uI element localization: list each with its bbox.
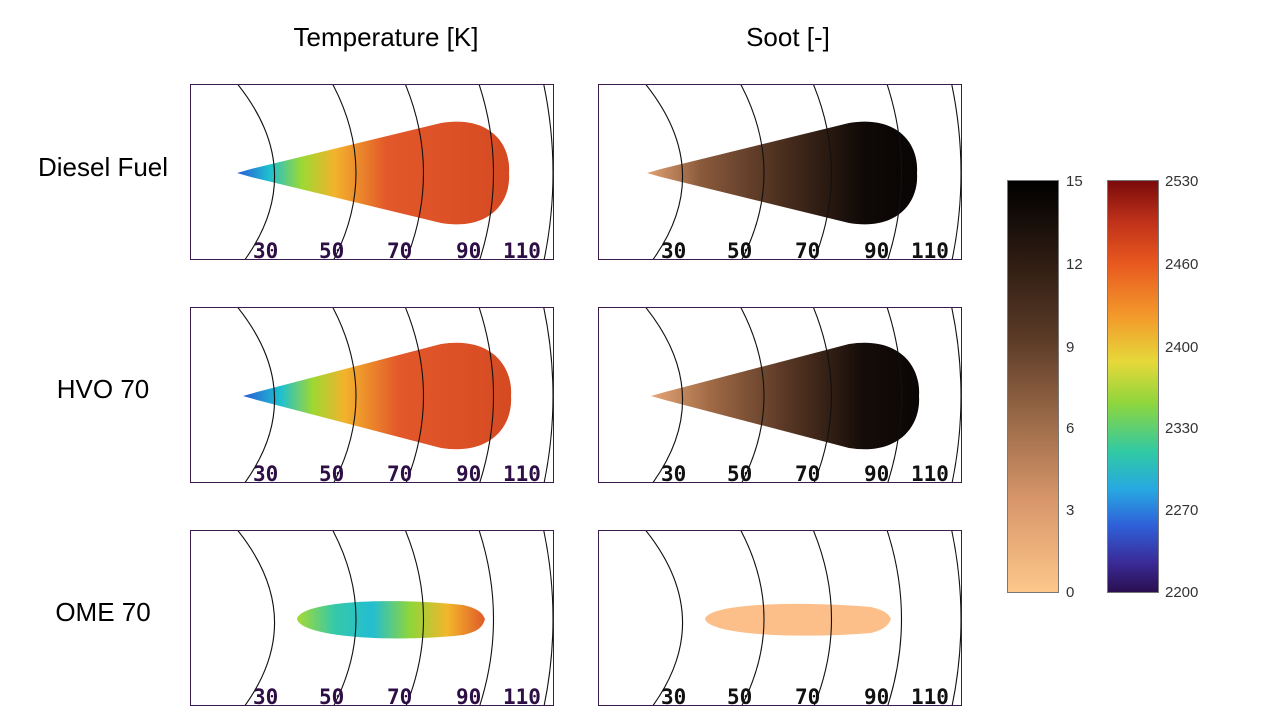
temperature-diesel-axis-label-30: 30 bbox=[253, 239, 278, 260]
temperature-ome70-axis-label-50: 50 bbox=[319, 685, 344, 706]
soot-hvo70-axis-label-30: 30 bbox=[661, 462, 686, 483]
temperature-panel-hvo70: 30 50 70 90 110 bbox=[190, 307, 554, 483]
soot-diesel-axis-label-50: 50 bbox=[727, 239, 752, 260]
soot-panel-diesel: 30 50 70 90 110 bbox=[598, 84, 962, 260]
temperature-colorbar-tick-2530: 2530 bbox=[1165, 173, 1199, 190]
soot-colorbar-tick-15: 15 bbox=[1066, 173, 1083, 190]
soot-colorbar bbox=[1007, 180, 1059, 593]
soot-ome70-axis-label-50: 50 bbox=[727, 685, 752, 706]
temperature-image-ome70: 30 50 70 90 110 bbox=[237, 531, 553, 706]
soot-colorbar-tick-12: 12 bbox=[1066, 256, 1083, 273]
soot-hvo70-axis-label-90: 90 bbox=[864, 462, 889, 483]
soot-ome70-axis-label-90: 90 bbox=[864, 685, 889, 706]
temperature-diesel-axis-label-50: 50 bbox=[319, 239, 344, 260]
soot-colorbar-tick-6: 6 bbox=[1066, 420, 1075, 437]
soot-diesel-axis-label-70: 70 bbox=[795, 239, 820, 260]
temperature-hvo70-axis-label-90: 90 bbox=[456, 462, 481, 483]
temperature-ome70-axis-label-90: 90 bbox=[456, 685, 481, 706]
temperature-diesel-axis-label-90: 90 bbox=[456, 239, 481, 260]
row-label-hvo70: HVO 70 bbox=[56, 374, 150, 404]
temperature-hvo70-axis-label-70: 70 bbox=[387, 462, 412, 483]
temperature-hvo70-axis-label-30: 30 bbox=[253, 462, 278, 483]
soot-image-hvo70: 30 50 70 90 110 bbox=[645, 308, 961, 483]
soot-colorbar-tick-9: 9 bbox=[1066, 339, 1075, 356]
temperature-panel-ome70: 30 50 70 90 110 bbox=[190, 530, 554, 706]
temperature-ome70-axis-label-30: 30 bbox=[253, 685, 278, 706]
soot-hvo70-axis-label-110: 110 bbox=[911, 462, 949, 483]
soot-colorbar-tick-3: 3 bbox=[1066, 502, 1075, 519]
soot-ome70-axis-label-30: 30 bbox=[661, 685, 686, 706]
temperature-column-title: Temperature [K] bbox=[293, 22, 479, 52]
soot-ome70-axis-label-110: 110 bbox=[911, 685, 949, 706]
soot-hvo70-axis-label-70: 70 bbox=[795, 462, 820, 483]
temperature-hvo70-axis-label-50: 50 bbox=[319, 462, 344, 483]
temperature-image-hvo70: 30 50 70 90 110 bbox=[237, 308, 553, 483]
temperature-colorbar-tick-2330: 2330 bbox=[1165, 420, 1199, 437]
soot-image-ome70: 30 50 70 90 110 bbox=[645, 531, 961, 706]
temperature-diesel-axis-label-70: 70 bbox=[387, 239, 412, 260]
temperature-colorbar bbox=[1107, 180, 1159, 593]
temperature-colorbar-tick-2270: 2270 bbox=[1165, 502, 1199, 519]
soot-colorbar-tick-0: 0 bbox=[1066, 584, 1075, 601]
temperature-image-diesel: 30 50 70 90 110 bbox=[237, 85, 553, 260]
temperature-colorbar-tick-2460: 2460 bbox=[1165, 256, 1199, 273]
soot-image-diesel: 30 50 70 90 110 bbox=[645, 85, 961, 260]
row-label-ome70: OME 70 bbox=[55, 597, 151, 627]
temperature-diesel-axis-label-110: 110 bbox=[503, 239, 541, 260]
soot-diesel-axis-label-90: 90 bbox=[864, 239, 889, 260]
soot-hvo70-axis-label-50: 50 bbox=[727, 462, 752, 483]
soot-column-title: Soot [-] bbox=[746, 22, 830, 52]
soot-panel-ome70: 30 50 70 90 110 bbox=[598, 530, 962, 706]
soot-diesel-axis-label-110: 110 bbox=[911, 239, 949, 260]
soot-diesel-axis-label-30: 30 bbox=[661, 239, 686, 260]
temperature-colorbar-tick-2200: 2200 bbox=[1165, 584, 1199, 601]
temperature-hvo70-axis-label-110: 110 bbox=[503, 462, 541, 483]
temperature-panel-diesel: 30 50 70 90 110 bbox=[190, 84, 554, 260]
soot-ome70-axis-label-70: 70 bbox=[795, 685, 820, 706]
temperature-ome70-axis-label-110: 110 bbox=[503, 685, 541, 706]
soot-panel-hvo70: 30 50 70 90 110 bbox=[598, 307, 962, 483]
row-label-diesel: Diesel Fuel bbox=[37, 152, 169, 182]
temperature-ome70-axis-label-70: 70 bbox=[387, 685, 412, 706]
temperature-colorbar-tick-2400: 2400 bbox=[1165, 339, 1199, 356]
